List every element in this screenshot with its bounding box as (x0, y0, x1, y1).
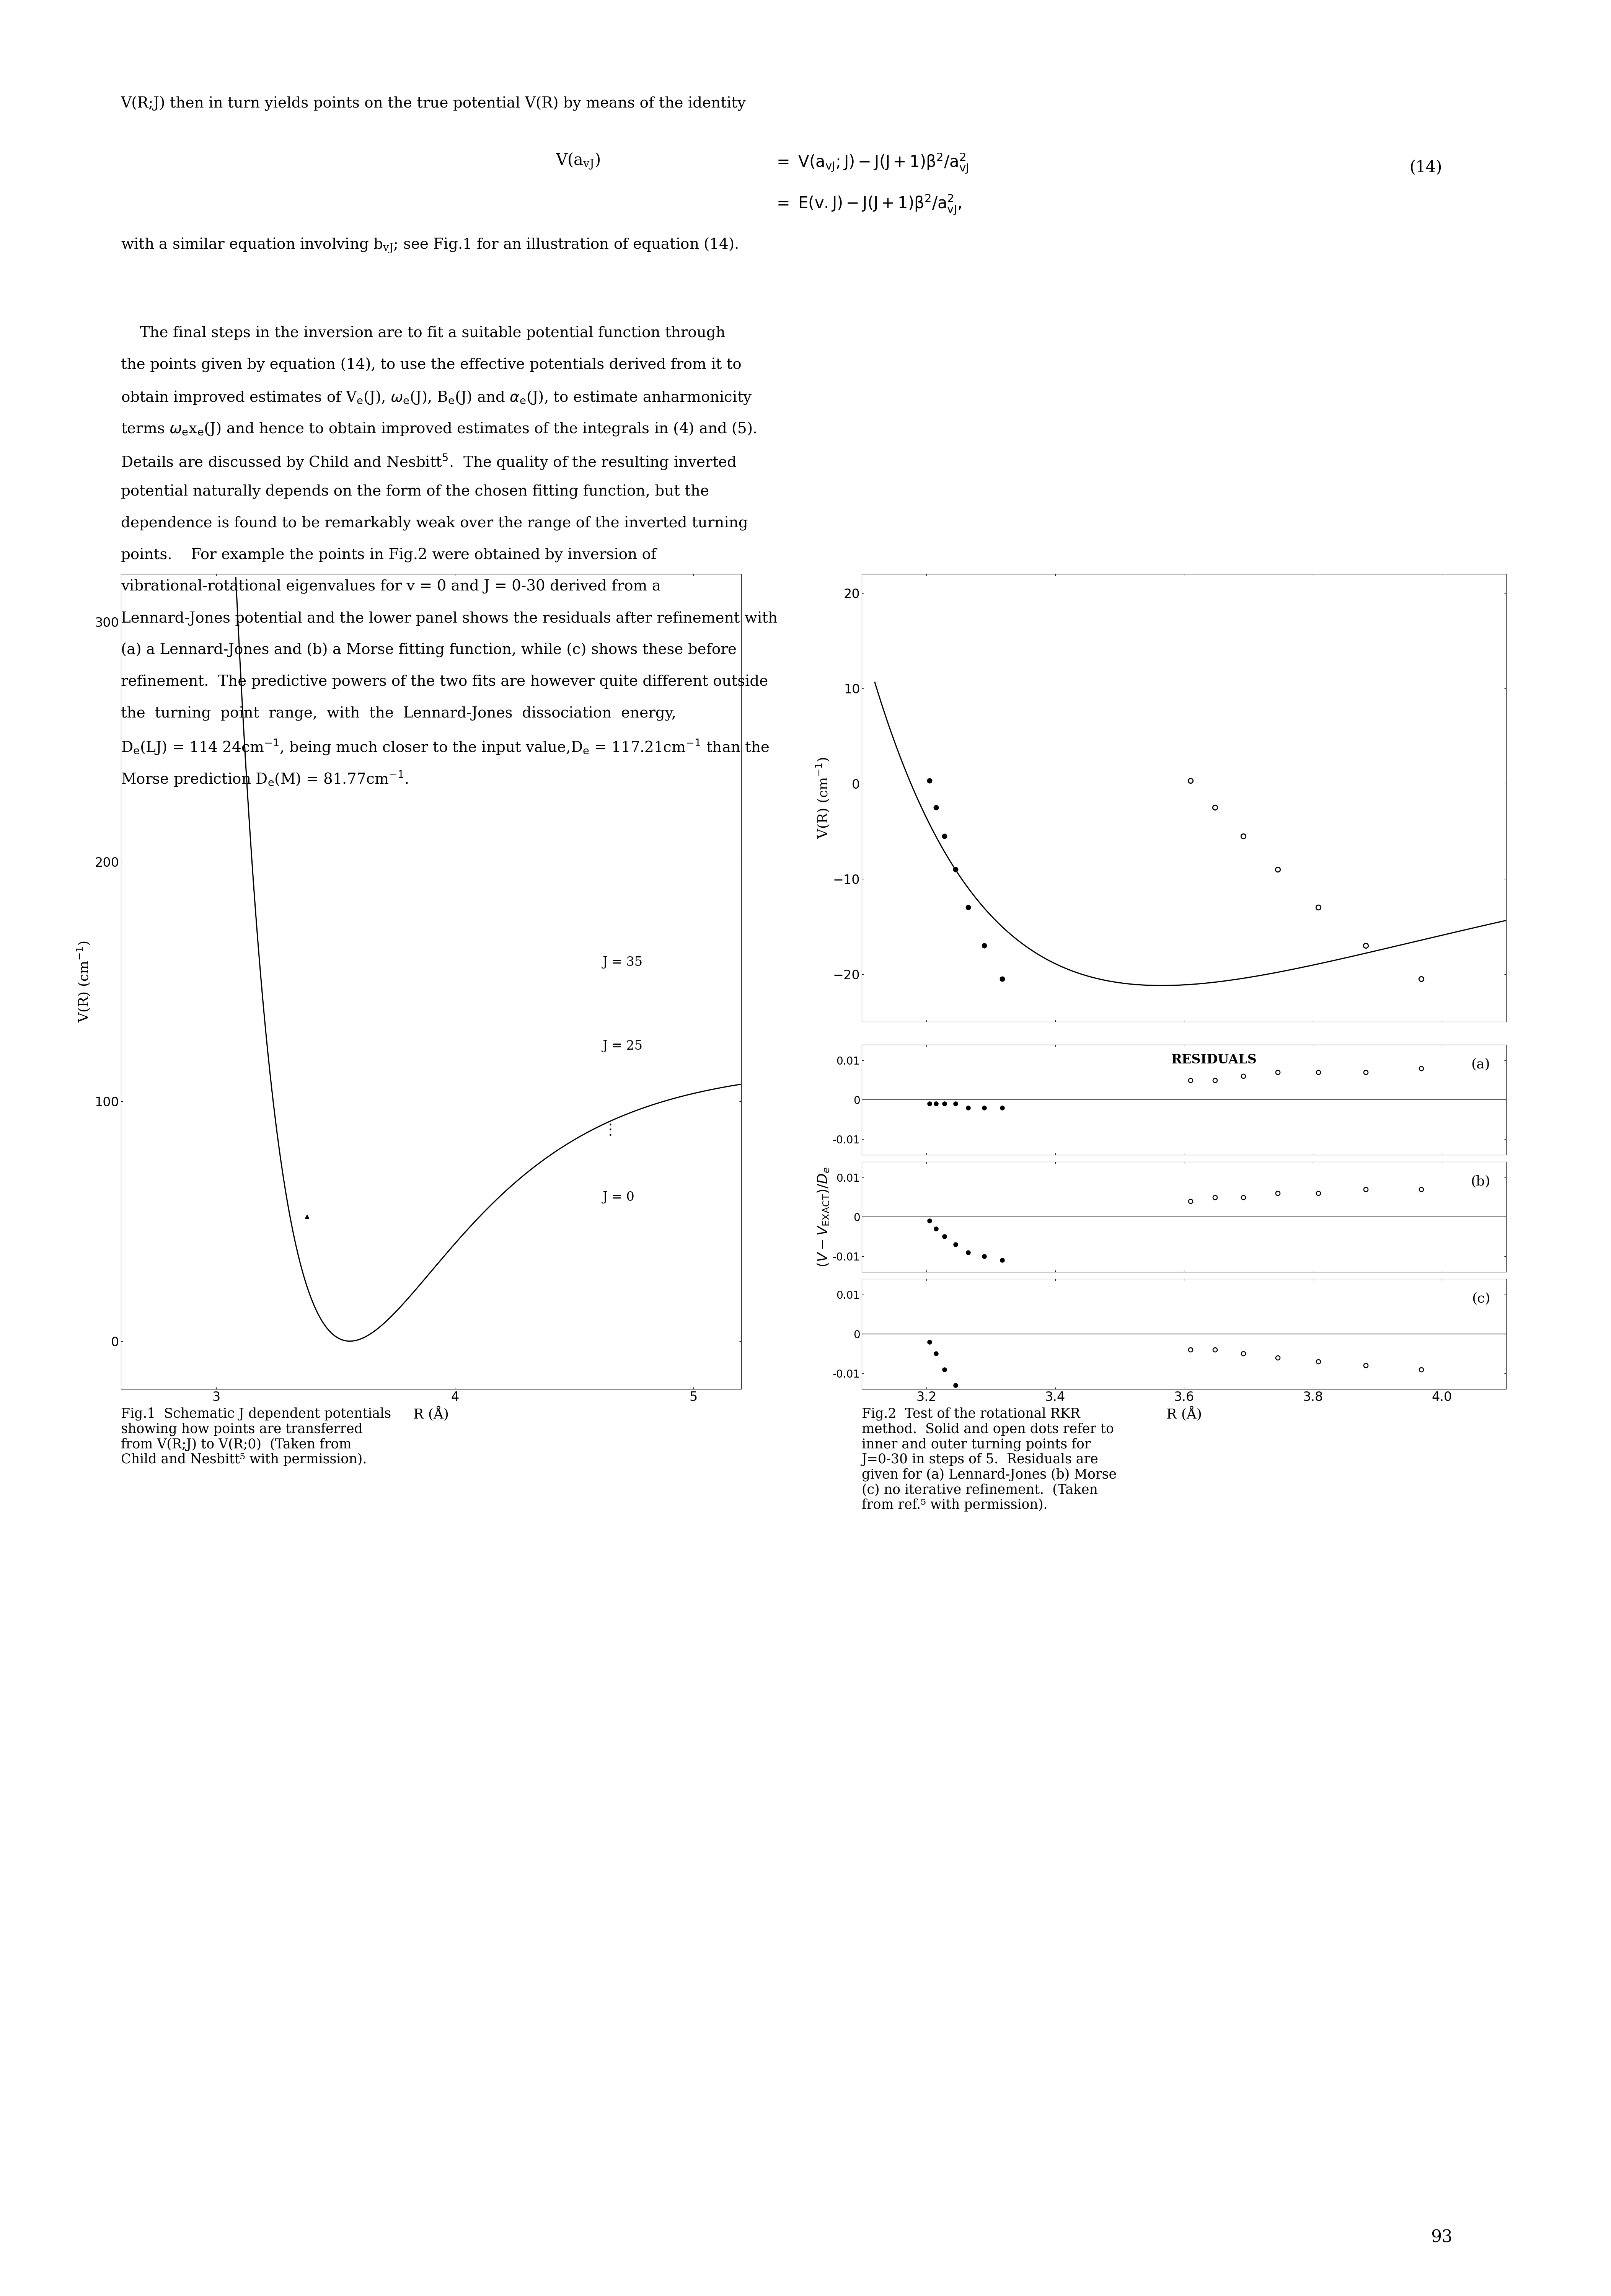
Text: (a): (a) (1471, 1058, 1490, 1070)
X-axis label: R (Å): R (Å) (1166, 1407, 1202, 1421)
Text: Fig.2  Test of the rotational RKR
method.  Solid and open dots refer to
inner an: Fig.2 Test of the rotational RKR method.… (862, 1407, 1116, 1511)
Text: D$_\mathrm{e}$(LJ) = 114 24cm$^{-1}$, being much closer to the input value,D$_\m: D$_\mathrm{e}$(LJ) = 114 24cm$^{-1}$, be… (121, 737, 768, 755)
Text: Fig.1  Schematic J dependent potentials
showing how points are transferred
from : Fig.1 Schematic J dependent potentials s… (121, 1407, 391, 1467)
Text: refinement.  The predictive powers of the two fits are however quite different o: refinement. The predictive powers of the… (121, 675, 768, 689)
Y-axis label: V(R) (cm$^{-1}$): V(R) (cm$^{-1}$) (815, 758, 831, 838)
Text: J = 25: J = 25 (603, 1040, 643, 1052)
Text: (b): (b) (1471, 1176, 1490, 1187)
Text: dependence is found to be remarkably weak over the range of the inverted turning: dependence is found to be remarkably wea… (121, 517, 748, 530)
Text: V(a$_{\mathregular{vJ}}$): V(a$_{\mathregular{vJ}}$) (556, 152, 601, 170)
Text: Morse prediction D$_\mathrm{e}$(M) = 81.77cm$^{-1}$.: Morse prediction D$_\mathrm{e}$(M) = 81.… (121, 769, 408, 788)
Text: (c): (c) (1471, 1293, 1490, 1304)
Text: V(R;J) then in turn yields points on the true potential V(R) by means of the ide: V(R;J) then in turn yields points on the… (121, 96, 746, 110)
Y-axis label: V(R) (cm$^{-1}$): V(R) (cm$^{-1}$) (76, 941, 92, 1022)
Text: Details are discussed by Child and Nesbitt$^5$.  The quality of the resulting in: Details are discussed by Child and Nesbi… (121, 452, 736, 471)
Text: 93: 93 (1431, 2229, 1453, 2245)
Y-axis label: $(V-V_{\rm EXACT})/D_e$: $(V-V_{\rm EXACT})/D_e$ (817, 1166, 830, 1267)
Text: J = 0: J = 0 (603, 1192, 635, 1203)
Text: Lennard-Jones potential and the lower panel shows the residuals after refinement: Lennard-Jones potential and the lower pa… (121, 611, 778, 625)
Text: (a) a Lennard-Jones and (b) a Morse fitting function, while (c) shows these befo: (a) a Lennard-Jones and (b) a Morse fitt… (121, 643, 736, 657)
Text: $= \ \mathrm{E(v.J)} - \mathrm{J(J+1)\beta^2/a^2_{vJ}},$: $= \ \mathrm{E(v.J)} - \mathrm{J(J+1)\be… (773, 193, 962, 216)
Text: $= \ \mathrm{V(a_{vJ};J)} - \mathrm{J(J+1)\beta^2/a^2_{vJ}}$: $= \ \mathrm{V(a_{vJ};J)} - \mathrm{J(J+… (773, 152, 968, 174)
Text: obtain improved estimates of V$_\mathrm{e}$(J), $\omega_\mathrm{e}$(J), B$_\math: obtain improved estimates of V$_\mathrm{… (121, 390, 752, 406)
Text: the points given by equation (14), to use the effective potentials derived from : the points given by equation (14), to us… (121, 358, 741, 372)
Text: RESIDUALS: RESIDUALS (1171, 1054, 1257, 1065)
Text: points.    For example the points in Fig.2 were obtained by inversion of: points. For example the points in Fig.2 … (121, 549, 656, 563)
X-axis label: R (Å): R (Å) (412, 1407, 449, 1421)
Text: potential naturally depends on the form of the chosen fitting function, but the: potential naturally depends on the form … (121, 484, 709, 498)
Text: with a similar equation involving b$_{\mathregular{vJ}}$; see Fig.1 for an illus: with a similar equation involving b$_{\m… (121, 236, 738, 255)
Text: terms $\omega_\mathrm{e}$x$_\mathrm{e}$(J) and hence to obtain improved estimate: terms $\omega_\mathrm{e}$x$_\mathrm{e}$(… (121, 420, 757, 436)
Text: J = 35: J = 35 (603, 955, 643, 969)
Text: $\vdots$: $\vdots$ (603, 1123, 612, 1137)
Text: The final steps in the inversion are to fit a suitable potential function throug: The final steps in the inversion are to … (121, 326, 725, 340)
Text: the  turning  point  range,  with  the  Lennard-Jones  dissociation  energy,: the turning point range, with the Lennar… (121, 707, 677, 721)
Text: (14): (14) (1410, 161, 1442, 177)
Text: vibrational-rotational eigenvalues for v = 0 and J = 0-30 derived from a: vibrational-rotational eigenvalues for v… (121, 579, 661, 595)
